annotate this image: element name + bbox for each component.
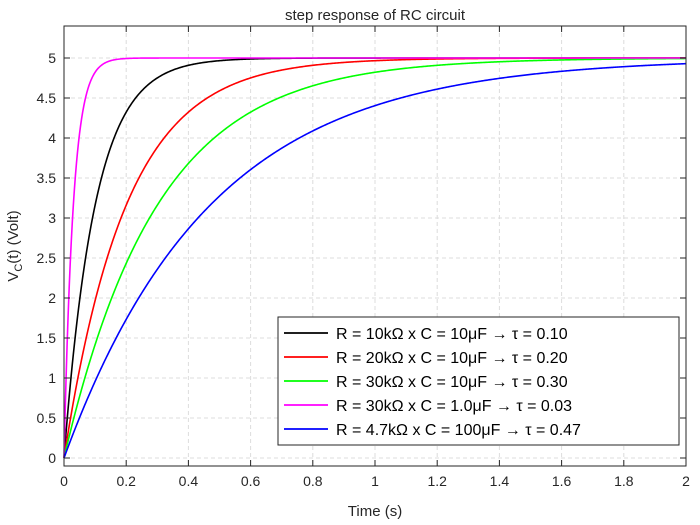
x-tick-label: 0.2: [116, 473, 136, 489]
y-axis-label: VC(t) (Volt): [5, 210, 25, 281]
y-axis-ticks: 0 0.5 1 1.5 2 2.5 3 3.5 4 4.5 5: [37, 50, 686, 466]
x-tick-label: 0.6: [241, 473, 261, 489]
legend: R = 10kΩ x C = 10μF → τ = 0.10 R = 20kΩ x…: [277, 316, 680, 446]
series-lines: [63, 57, 687, 459]
x-axis-ticks: 0 0.2 0.4 0.6 0.8 1 1.2 1.4 1.6 1.8 2: [60, 26, 690, 489]
y-tick-label: 0.5: [37, 410, 57, 426]
x-tick-label: 1.2: [427, 473, 447, 489]
y-tick-label: 4: [48, 130, 56, 146]
legend-label: R = 10kΩ x C = 10μF → τ = 0.10: [336, 326, 568, 343]
y-tick-label: 3: [48, 210, 56, 226]
chart-title: step response of RC circuit: [285, 7, 466, 24]
legend-label: R = 20kΩ x C = 10μF → τ = 0.20: [336, 350, 568, 367]
legend-label: R = 30kΩ x C = 1.0μF → τ = 0.03: [336, 398, 572, 415]
x-tick-label: 1.8: [614, 473, 634, 489]
series-line: [63, 57, 686, 459]
y-tick-label: 0: [48, 450, 56, 466]
legend-box: [277, 316, 680, 446]
x-tick-label: 2: [682, 473, 690, 489]
y-tick-label: 1.5: [37, 330, 57, 346]
series-line: [63, 62, 687, 459]
x-tick-label: 1.6: [552, 473, 572, 489]
y-tick-label: 2: [48, 290, 56, 306]
series-line: [63, 57, 686, 459]
x-tick-label: 0: [60, 473, 68, 489]
x-tick-label: 1: [371, 473, 379, 489]
x-tick-label: 0.8: [303, 473, 323, 489]
y-tick-label: 5: [48, 50, 56, 66]
y-tick-label: 4.5: [37, 90, 57, 106]
x-tick-label: 1.4: [490, 473, 510, 489]
x-tick-label: 0.4: [179, 473, 199, 489]
legend-label: R = 30kΩ x C = 10μF → τ = 0.30: [336, 374, 568, 391]
x-axis-label: Time (s): [348, 503, 402, 520]
y-tick-label: 3.5: [37, 170, 57, 186]
y-tick-label: 1: [48, 370, 56, 386]
legend-label: R = 4.7kΩ x C = 100μF → τ = 0.47: [336, 422, 581, 439]
y-tick-label: 2.5: [37, 250, 57, 266]
